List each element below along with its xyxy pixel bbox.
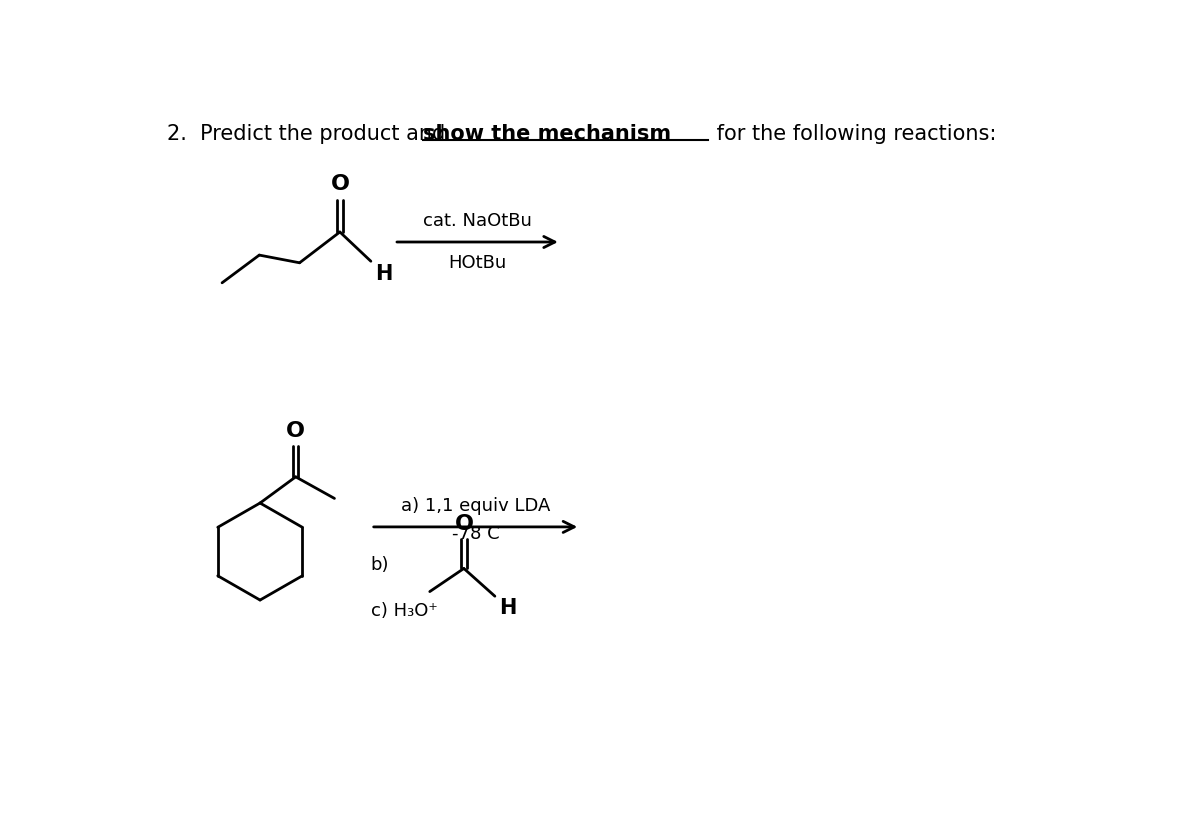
- Text: for the following reactions:: for the following reactions:: [709, 125, 996, 144]
- Text: show the mechanism: show the mechanism: [422, 125, 671, 144]
- Text: c) H₃O⁺: c) H₃O⁺: [371, 603, 438, 620]
- Text: H: H: [499, 598, 516, 618]
- Text: H: H: [374, 263, 392, 283]
- Text: 2.  Predict the product and: 2. Predict the product and: [167, 125, 452, 144]
- Text: b): b): [371, 556, 389, 574]
- Text: O: O: [455, 514, 473, 534]
- Text: -78 C: -78 C: [451, 525, 499, 543]
- Text: a) 1,1 equiv LDA: a) 1,1 equiv LDA: [401, 497, 550, 515]
- Text: O: O: [287, 421, 305, 441]
- Text: HOtBu: HOtBu: [449, 253, 506, 272]
- Text: cat. NaOtBu: cat. NaOtBu: [424, 212, 532, 231]
- Text: O: O: [330, 174, 349, 194]
